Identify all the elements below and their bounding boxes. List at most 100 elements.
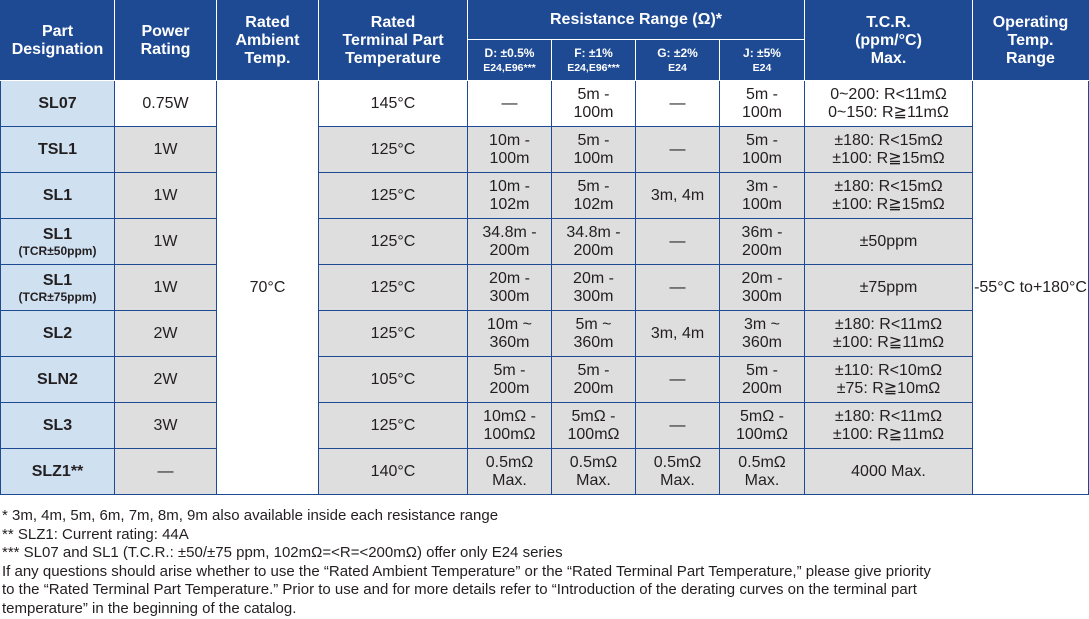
resistance-value: Max. xyxy=(660,471,695,489)
footnote-3: *** SL07 and SL1 (T.C.R.: ±50/±75 ppm, 1… xyxy=(2,544,563,561)
footnote-priority-line-2: to the “Rated Terminal Part Temperature.… xyxy=(2,581,917,598)
resistance-d-cell: 10mΩ -100mΩ xyxy=(467,402,552,449)
power-rating-cell: 2W xyxy=(114,356,217,403)
resistance-value: 100m xyxy=(741,195,783,213)
header-tolerance-g: G: ±2% E24 xyxy=(635,39,720,81)
resistance-value: 3m - xyxy=(746,177,778,195)
resistance-value: 0.5mΩ xyxy=(653,453,702,471)
part-designation-cell: SLZ1** xyxy=(0,448,115,495)
resistance-value: 3m ~ xyxy=(743,315,780,333)
power-rating-cell: 1W xyxy=(114,172,217,219)
tcr-value: 0~150: R≧11mΩ xyxy=(828,103,949,121)
resistance-value: 34.8m - xyxy=(566,223,621,241)
resistance-g-cell: — xyxy=(635,126,720,173)
resistance-value: 5m - xyxy=(577,131,610,149)
tcr-value: ±100: R≧11mΩ xyxy=(832,425,945,443)
part-tcr-note: (TCR±50ppm) xyxy=(18,243,97,258)
resistance-value: 200m xyxy=(741,379,783,397)
part-designation-cell: SL07 xyxy=(0,80,115,127)
resistance-value: 34.8m - xyxy=(482,223,537,241)
resistance-value: 5m - xyxy=(493,361,526,379)
header-resistance-range: Resistance Range (Ω)* xyxy=(467,0,805,40)
tcr-value: ±100: R≧15mΩ xyxy=(832,195,945,213)
table-row: SL1 1W 125°C 10m -102m 5m -102m 3m, 4m 3m -100… xyxy=(0,172,1089,219)
resistance-value: 10m - xyxy=(489,177,530,195)
part-tcr-note: (TCR±75ppm) xyxy=(18,289,97,304)
table-row: SL1 (TCR±75ppm) 1W 125°C 20m -300m 20m -300m —… xyxy=(0,264,1089,311)
part-name: SL3 xyxy=(42,416,73,434)
part-designation-cell: SL1 (TCR±75ppm) xyxy=(0,264,115,311)
terminal-temp-cell: 125°C xyxy=(318,218,468,265)
part-name: SL1 xyxy=(42,186,73,204)
resistance-value: 360m xyxy=(573,333,614,351)
resistance-value: 20m - xyxy=(573,269,614,287)
resistance-value: 100m xyxy=(489,149,530,167)
resistance-d-cell: — xyxy=(467,80,552,127)
resistance-j-cell: 0.5mΩ Max. xyxy=(719,448,805,495)
tcr-cell: ±180: R<15mΩ ±100: R≧15mΩ xyxy=(804,172,973,219)
resistance-value: — xyxy=(501,94,518,112)
tcr-value: ±100: R≧11mΩ xyxy=(832,333,945,351)
resistance-value: Max. xyxy=(744,471,780,489)
resistance-value: 300m xyxy=(489,287,530,305)
resistance-value: Max. xyxy=(492,471,527,489)
resistance-d-cell: 10m -102m xyxy=(467,172,552,219)
resistance-f-cell: 20m -300m xyxy=(551,264,636,311)
table-row: SL2 2W 125°C 10m ~360m 5m ~360m 3m, 4m 3m ~360… xyxy=(0,310,1089,357)
table-body: SL07 0.75W 70°C 145°C —5m -100m —5m -100m 0~20… xyxy=(0,80,1089,495)
tcr-value: ±110: R<10mΩ xyxy=(834,361,943,379)
resistance-f-cell: 5mΩ -100mΩ xyxy=(551,402,636,449)
resistance-value: 10m ~ xyxy=(487,315,532,333)
resistance-d-cell: 0.5mΩ Max. xyxy=(467,448,552,495)
resistance-value: 360m xyxy=(489,333,530,351)
resistance-value: 5mΩ - xyxy=(571,407,616,425)
part-name: TSL1 xyxy=(37,140,78,158)
resistance-value: 5mΩ - xyxy=(740,407,784,425)
resistance-value: 20m - xyxy=(489,269,530,287)
resistance-value: 20m - xyxy=(741,269,783,287)
terminal-temp-cell: 140°C xyxy=(318,448,468,495)
resistance-j-cell: 5m -100m xyxy=(719,80,805,127)
resistance-value: 100mΩ xyxy=(567,425,620,443)
resistance-g-cell: 3m, 4m xyxy=(635,310,720,357)
resistance-value: 360m xyxy=(741,333,783,351)
table-row: SLN2 2W 105°C 5m -200m 5m -200m —5m -200m ±110… xyxy=(0,356,1089,403)
resistance-value: 102m xyxy=(489,195,530,213)
tcr-cell: ±50ppm xyxy=(804,218,973,265)
terminal-temp-cell: 105°C xyxy=(318,356,468,403)
resistance-value: 0.5mΩ xyxy=(738,453,786,471)
resistance-value: 100m xyxy=(741,149,783,167)
rated-ambient-temp-cell: 70°C xyxy=(216,80,319,495)
resistance-value: 5m ~ xyxy=(575,315,612,333)
resistance-value: 5m - xyxy=(577,85,610,103)
resistance-value: 100m xyxy=(741,103,783,121)
table-row: SL1 (TCR±50ppm) 1W 125°C 34.8m -200m 34.8m -2… xyxy=(0,218,1089,265)
resistance-g-cell: 3m, 4m xyxy=(635,172,720,219)
tcr-value: ±180: R<11mΩ xyxy=(834,315,943,333)
table-row: TSL1 1W 125°C 10m -100m 5m -100m —5m -100m ±18… xyxy=(0,126,1089,173)
part-name: SLN2 xyxy=(37,370,78,388)
header-part-designation: Part Designation xyxy=(0,0,115,81)
resistance-value: — xyxy=(669,232,686,250)
header-rated-ambient-temp: Rated Ambient Temp. xyxy=(216,0,319,81)
terminal-temp-cell: 125°C xyxy=(318,172,468,219)
tcr-cell: ±75ppm xyxy=(804,264,973,311)
power-rating-cell: 1W xyxy=(114,218,217,265)
header-tolerance-f: F: ±1% E24,E96*** xyxy=(551,39,636,81)
footnotes: * 3m, 4m, 5m, 6m, 7m, 8m, 9m also availa… xyxy=(2,507,1082,618)
power-rating-cell: 1W xyxy=(114,126,217,173)
header-operating-temp-range: Operating Temp. Range xyxy=(972,0,1089,81)
resistance-j-cell: 36m -200m xyxy=(719,218,805,265)
tcr-value: ±75: R≧10mΩ xyxy=(836,379,941,397)
resistance-j-cell: 3m ~360m xyxy=(719,310,805,357)
resistance-value: 200m xyxy=(573,241,614,259)
resistance-value: 200m xyxy=(489,379,530,397)
part-designation-cell: SL2 xyxy=(0,310,115,357)
resistance-value: 10mΩ - xyxy=(483,407,536,425)
operating-temp-range-cell: -55°C to+180°C xyxy=(972,80,1089,495)
resistance-value: 5m - xyxy=(746,361,778,379)
resistance-g-cell: — xyxy=(635,80,720,127)
operating-range-value: +180°C xyxy=(1032,278,1087,296)
resistance-j-cell: 20m -300m xyxy=(719,264,805,311)
tcr-cell: ±180: R<15mΩ ±100: R≧15mΩ xyxy=(804,126,973,173)
